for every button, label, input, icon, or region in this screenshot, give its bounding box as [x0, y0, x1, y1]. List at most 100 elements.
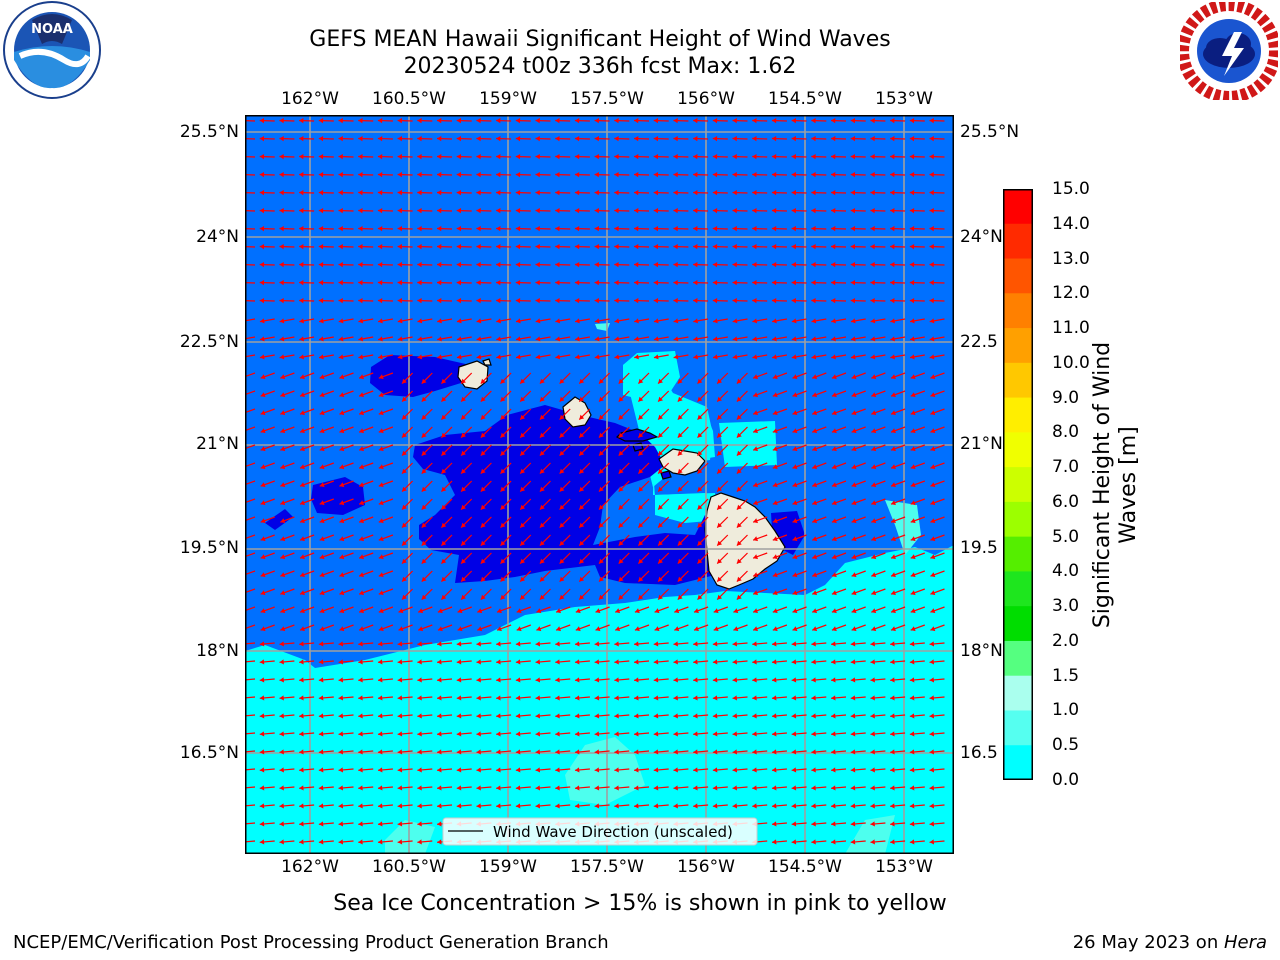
wave-arrow-head — [792, 572, 798, 578]
wave-arrow-head — [338, 749, 344, 755]
wave-arrow-head — [397, 731, 403, 737]
wave-arrow-head — [515, 208, 521, 214]
wave-arrow-head — [909, 749, 915, 755]
wave-arrow-head — [910, 608, 916, 614]
lon-tick-bottom: 153°W — [875, 857, 933, 877]
wave-arrow-head — [397, 821, 403, 827]
wave-arrow-head — [259, 713, 265, 719]
wave-arrow-head — [831, 446, 837, 452]
wave-arrow-head — [909, 677, 915, 683]
wave-arrow-head — [673, 767, 678, 773]
wave-arrow-head — [338, 208, 343, 214]
wave-arrow-head — [870, 172, 875, 178]
wave-arrow-head — [634, 298, 639, 304]
wave-arrow-head — [732, 136, 737, 142]
colorbar-band — [1003, 745, 1033, 780]
wave-zone-0.0-0.5 — [370, 355, 470, 397]
wave-arrow-head — [559, 594, 565, 600]
wave-arrow-head — [300, 572, 305, 578]
wave-arrow-head — [870, 641, 875, 647]
wave-arrow-head — [421, 522, 427, 528]
wave-arrow-head — [618, 414, 624, 420]
wave-arrow-head — [618, 522, 624, 528]
wave-arrow-head — [658, 414, 663, 420]
wave-arrow-head — [930, 500, 936, 506]
wave-arrow-head — [461, 540, 466, 546]
wave-arrow-head — [791, 749, 797, 755]
wave-arrow-head — [909, 731, 915, 737]
wave-arrow-head — [359, 590, 365, 596]
wave-arrow-head — [358, 298, 363, 304]
wave-arrow-head — [378, 464, 384, 470]
wave-arrow-head — [851, 572, 857, 578]
wave-arrow-head — [300, 392, 305, 398]
wave-arrow-head — [338, 354, 344, 360]
wave-arrow-head — [618, 432, 624, 438]
wave-arrow-head — [812, 536, 818, 542]
wave-arrow-head — [890, 695, 895, 701]
wave-arrow-head — [574, 136, 580, 142]
wave-arrow-head — [259, 695, 265, 701]
wave-arrow-head — [753, 500, 759, 506]
wave-arrow-head — [476, 262, 481, 268]
wave-arrow-head — [890, 803, 895, 809]
wave-arrow-head — [318, 767, 324, 773]
wave-arrow-head — [831, 392, 837, 398]
wave-arrow-head — [930, 482, 936, 488]
wave-arrow-head — [673, 318, 679, 324]
sea-ice-caption: Sea Ice Concentration > 15% is shown in … — [333, 891, 947, 916]
wave-arrow-head — [318, 713, 324, 719]
wave-arrow-head — [594, 695, 600, 701]
wave-arrow-head — [259, 677, 265, 683]
wave-arrow-head — [929, 190, 934, 196]
wave-arrow-head — [871, 464, 877, 470]
wave-arrow-head — [791, 298, 796, 304]
wave-arrow-head — [811, 136, 816, 142]
wave-arrow-head — [792, 500, 798, 506]
wave-arrow-head — [437, 336, 442, 342]
wave-arrow-head — [279, 226, 284, 232]
wave-arrow-head — [717, 414, 723, 420]
wave-arrow-head — [338, 695, 344, 701]
wave-arrow-head — [614, 226, 619, 232]
wave-arrow-head — [559, 558, 565, 564]
wave-arrow-head — [890, 785, 895, 791]
wave-arrow-head — [456, 280, 462, 286]
chart-subtitle: 20230524 t00z 336h fcst Max: 1.62 — [403, 54, 797, 79]
wave-arrow-head — [555, 767, 560, 773]
wave-arrow-head — [850, 226, 856, 232]
wave-arrow-head — [515, 767, 521, 773]
wave-arrow-head — [338, 731, 344, 737]
wave-arrow-head — [515, 226, 521, 232]
wave-arrow-head — [339, 428, 345, 434]
lat-tick-right: 18°N — [960, 641, 1003, 661]
wave-arrow-head — [520, 396, 526, 402]
wave-arrow-head — [359, 554, 365, 560]
wave-arrow — [245, 786, 256, 789]
wave-arrow-head — [520, 594, 526, 600]
wave-arrow-head — [259, 803, 265, 809]
wave-arrow-head — [812, 428, 818, 434]
wave-arrow-head — [421, 558, 427, 564]
wave-arrow-head — [871, 392, 877, 398]
wave-arrow-head — [358, 641, 363, 647]
wave-arrow-head — [673, 154, 678, 160]
wave-arrow-head — [456, 136, 462, 142]
wave-arrow-head — [579, 450, 585, 456]
wave-arrow-head — [614, 318, 620, 324]
wave-arrow-head — [456, 208, 462, 214]
wave-arrow-head — [890, 731, 895, 737]
wave-arrow-head — [496, 677, 501, 683]
wave-arrow-head — [260, 626, 266, 632]
wave-arrow-head — [638, 396, 644, 402]
wave-arrow-head — [377, 821, 383, 827]
legend-label: Wind Wave Direction (unscaled) — [493, 823, 733, 841]
wave-arrow-head — [909, 208, 915, 214]
wave-arrow-head — [358, 821, 363, 827]
wave-arrow-head — [535, 731, 541, 737]
wave-arrow-head — [339, 590, 345, 596]
wave-arrow-head — [870, 713, 875, 719]
wave-arrow-head — [732, 244, 737, 250]
wave-arrow-head — [638, 450, 644, 456]
wave-arrow-head — [653, 244, 659, 250]
